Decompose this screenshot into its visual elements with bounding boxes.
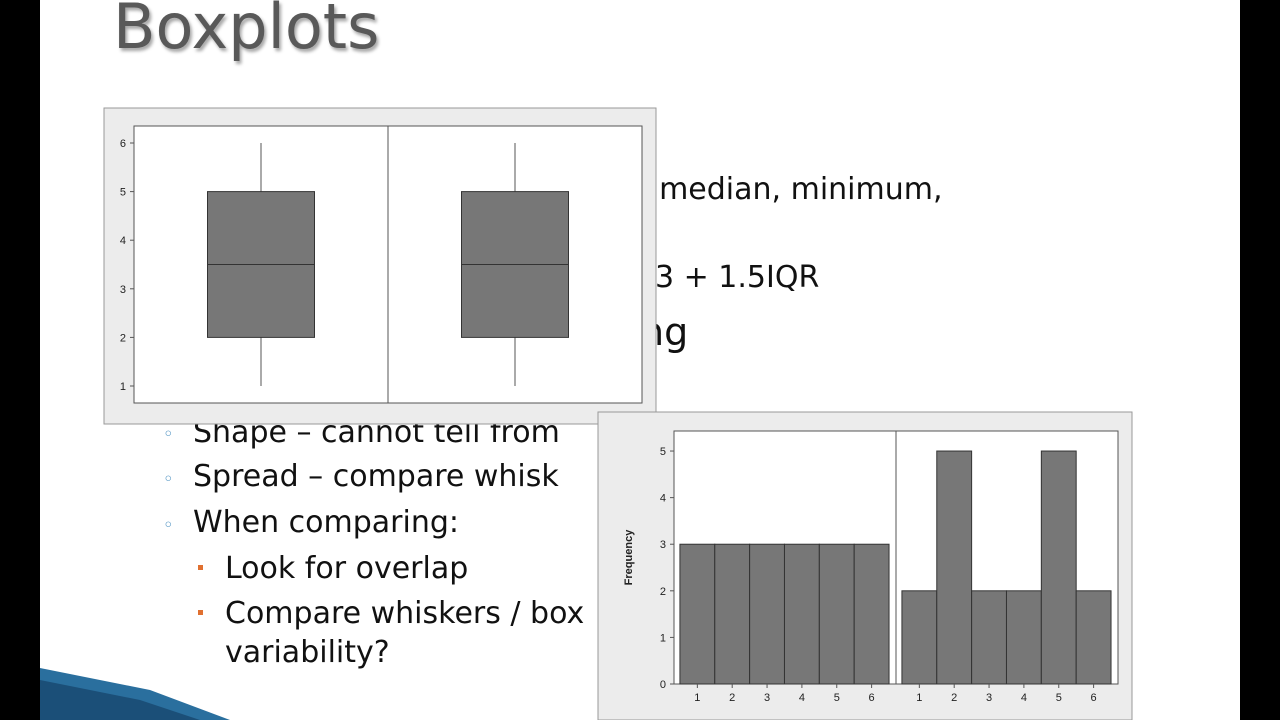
bullet: ◦ — [163, 469, 174, 490]
y-tick-label: 4 — [660, 493, 666, 505]
bullet — [198, 565, 203, 570]
y-tick-label: 4 — [120, 235, 126, 247]
x-tick-label: 3 — [764, 692, 770, 704]
x-tick-label: 3 — [986, 692, 992, 704]
bullet — [198, 610, 203, 615]
bullet-text: Compare whiskers / box — [225, 596, 584, 631]
y-tick-label: 3 — [120, 284, 126, 296]
bar — [714, 543, 751, 685]
y-tick-label: 0 — [660, 679, 666, 691]
bar — [783, 543, 820, 685]
bar — [901, 590, 938, 685]
x-tick-label: 6 — [869, 692, 875, 704]
bar — [853, 543, 890, 685]
x-tick-label: 1 — [694, 692, 700, 704]
text-fragment: , median, minimum, — [640, 172, 943, 207]
y-tick-label: 6 — [120, 138, 126, 150]
bullet-text: When comparing: — [193, 505, 459, 540]
x-tick-label: 4 — [1021, 692, 1027, 704]
bullet: ◦ — [163, 515, 174, 536]
bullet-text: variability? — [225, 635, 390, 670]
bar — [818, 543, 855, 685]
bar — [1005, 590, 1042, 685]
decoration — [40, 680, 200, 720]
x-tick-label: 5 — [1056, 692, 1062, 704]
x-tick-label: 2 — [951, 692, 957, 704]
y-tick-label: 5 — [120, 187, 126, 199]
bar — [936, 450, 973, 685]
x-tick-label: 4 — [799, 692, 805, 704]
x-tick-label: 6 — [1091, 692, 1097, 704]
x-tick-label: 2 — [729, 692, 735, 704]
bar — [1040, 450, 1077, 685]
bullet-text: Spread – compare whisk — [193, 459, 559, 494]
y-axis-label: Frequency — [623, 529, 635, 586]
bar — [971, 590, 1007, 685]
bar — [749, 543, 785, 685]
x-tick-label: 1 — [916, 692, 922, 704]
y-tick-label: 5 — [660, 446, 666, 458]
text-fragment: 3 + 1.5IQR — [655, 260, 819, 295]
x-tick-label: 5 — [834, 692, 840, 704]
bullet-text: Look for overlap — [225, 551, 468, 586]
y-tick-label: 1 — [120, 381, 126, 393]
y-tick-label: 3 — [660, 539, 666, 551]
bar — [679, 543, 716, 685]
slide-title: Boxplots — [113, 0, 379, 63]
y-tick-label: 2 — [120, 332, 126, 344]
bar — [1075, 590, 1112, 685]
y-tick-label: 1 — [660, 632, 666, 644]
y-tick-label: 2 — [660, 586, 666, 598]
bullet: ◦ — [163, 424, 174, 445]
